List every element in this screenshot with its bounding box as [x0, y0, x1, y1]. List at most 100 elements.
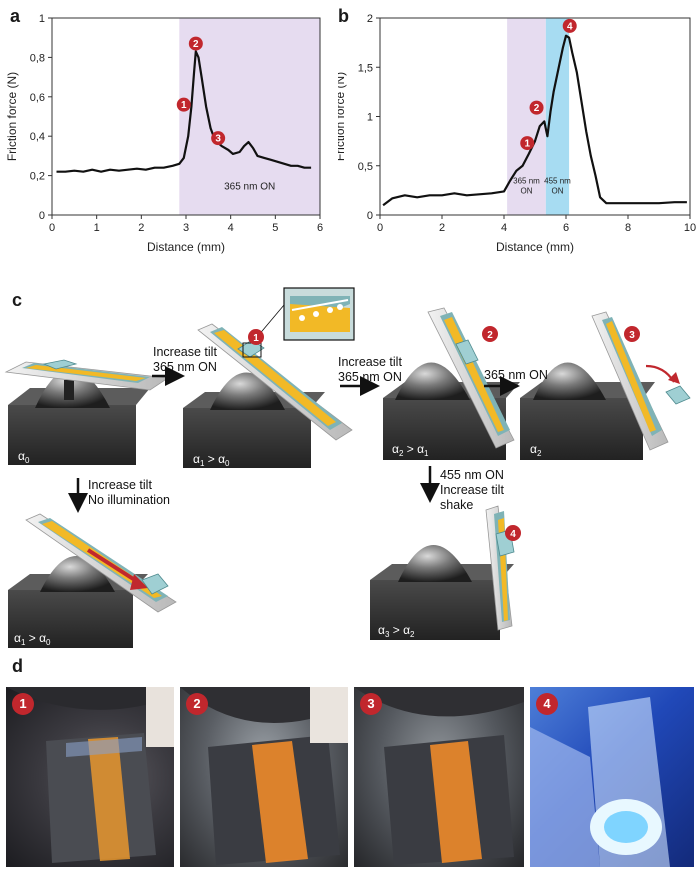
stage-slide-no-light: α1 > α0: [8, 513, 177, 648]
arrow-down1-line2: No illumination: [88, 493, 170, 507]
chart-a-marker-label-3: 3: [215, 134, 221, 145]
chart-a-marker-label-2: 2: [193, 39, 199, 50]
chart-b-marker-circle-2: [529, 100, 544, 115]
arrow-down2-line3: shake: [440, 498, 474, 512]
photo-4: 4: [530, 687, 694, 867]
stage-alpha2-release: α2: [520, 311, 691, 460]
chart-a-xtick-label-5: 5: [272, 222, 278, 234]
chart-b-xtick-label-3: 6: [563, 222, 569, 234]
chart-a-marker-label-1: 1: [181, 100, 187, 111]
stage-alpha3: α3 > α2: [370, 505, 515, 640]
chart-b-ylabel: Friction force (N): [338, 72, 347, 161]
chart-b-region-label-0: 365 nm: [513, 176, 540, 185]
chart-b-xtick-label-5: 10: [684, 222, 696, 234]
arrow-step1-line2: 365 nm ON: [153, 360, 217, 374]
marker-3-diagram: 3: [624, 326, 640, 342]
chart-a-ytick-label-1: 0,2: [30, 171, 45, 183]
panel-letter-b: b: [338, 6, 349, 26]
chart-a-marker-circle-3: [211, 131, 226, 146]
chart-b-region-label-1: 455 nm: [544, 176, 571, 185]
photo-3: 3: [354, 687, 524, 867]
photo-4-marker: 4: [536, 693, 558, 715]
chart-b-ytick-label-4: 2: [367, 13, 373, 25]
chart-a-series-line-0: [56, 50, 312, 173]
stage-alpha0: α0: [4, 359, 170, 465]
svg-text:1: 1: [253, 333, 259, 344]
panel-letter-d: d: [12, 656, 23, 676]
chart-b-marker-circle-1: [520, 136, 535, 151]
arrow-step1-label: Increase tilt 365 nm ON: [153, 345, 217, 375]
chart-a-ytick-label-2: 0,4: [30, 131, 45, 143]
chart-a-ytick-label-4: 0,8: [30, 52, 45, 64]
panel-letter-a: a: [10, 6, 21, 26]
arrow-down2-label: 455 nm ON Increase tilt shake: [440, 468, 504, 513]
chart-b-marker-label-1: 1: [524, 139, 530, 150]
chart-a-marker-circle-1: [176, 97, 191, 112]
chart-b-marker-circle-4: [562, 18, 577, 33]
svg-text:4: 4: [510, 529, 516, 540]
chart-a-xtick-label-6: 6: [317, 222, 323, 234]
chart-b-xtick-label-2: 4: [501, 222, 507, 234]
chart-a-ytick-label-5: 1: [39, 13, 45, 25]
chart-a-xtick-label-4: 4: [228, 222, 234, 234]
chart-a-xtick-label-0: 0: [49, 222, 55, 234]
stage-alpha2-label: α2 > α1: [392, 442, 429, 458]
chart-b-xtick-label-0: 0: [377, 222, 383, 234]
arrow-step1-line1: Increase tilt: [153, 345, 217, 359]
arrow-down1-label: Increase tilt No illumination: [88, 478, 170, 508]
chart-b-region-label-1-on: ON: [551, 186, 563, 195]
svg-text:3: 3: [629, 330, 635, 341]
chart-b-series-line-0: [382, 34, 687, 207]
chart-a-xtick-label-1: 1: [94, 222, 100, 234]
chart-b-ytick-label-3: 1,5: [358, 62, 373, 74]
chart-b-xtick-label-1: 2: [439, 222, 445, 234]
stage-alpha2b-label: α2: [530, 442, 542, 458]
stage-alpha1-label: α1 > α0: [193, 452, 230, 468]
arrow-down2-line1: 455 nm ON: [440, 468, 504, 482]
photo-2-marker: 2: [186, 693, 208, 715]
stage-alpha3-label: α3 > α2: [378, 623, 415, 639]
chart-b-ytick-label-2: 1: [367, 112, 373, 124]
chart-b-xlabel: Distance (mm): [496, 240, 574, 254]
chart-b-xtick-label-4: 8: [625, 222, 631, 234]
chart-a-marker-circle-2: [188, 36, 203, 51]
panel-letter-c: c: [12, 290, 23, 310]
chart-b-ytick-label-0: 0: [367, 210, 373, 222]
stage-slide-label: α1 > α0: [14, 631, 51, 647]
marker-2-diagram: 2: [482, 326, 498, 342]
chart-b-ytick-label-1: 0,5: [358, 161, 373, 173]
chart-a-ytick-label-3: 0,6: [30, 92, 45, 104]
arrow-down1-line1: Increase tilt: [88, 478, 152, 492]
chart-a-xtick-label-3: 3: [183, 222, 189, 234]
marker-4-diagram: 4: [505, 525, 521, 541]
tilt-diagram: α0 α1 > α0 α2 > α1: [4, 287, 691, 648]
chart-a-ylabel: Friction force (N): [5, 72, 19, 161]
chart-a-friction-force: 0 1 2 3 4 5 6 0 0,2 0,4 0,6 0,8 1 Distance (mm) Fricti…: [5, 13, 323, 254]
stage-alpha0-label: α0: [18, 449, 30, 465]
marker-1-diagram: 1: [248, 329, 264, 345]
svg-text:2: 2: [487, 330, 493, 341]
chart-a-xlabel: Distance (mm): [147, 240, 225, 254]
arrow-step3-line1: 365 nm ON: [484, 368, 548, 382]
chart-b-region-0: [507, 18, 546, 215]
photo-3-marker: 3: [360, 693, 382, 715]
chart-b-marker-label-4: 4: [567, 21, 573, 32]
chart-a-ytick-label-0: 0: [39, 210, 45, 222]
chart-a-region-0: [179, 18, 320, 215]
chart-b-region-label-0-on: ON: [520, 186, 532, 195]
chart-a-region-label-0: 365 nm ON: [224, 181, 275, 192]
arrow-down2-line2: Increase tilt: [440, 483, 504, 497]
arrow-step2-label: Increase tilt 365 nm ON: [338, 355, 402, 385]
chart-a-xtick-label-2: 2: [138, 222, 144, 234]
stage-alpha1: α1 > α0: [183, 287, 355, 468]
chart-b-region-1: [545, 18, 570, 215]
arrow-step2-line2: 365 nm ON: [338, 370, 402, 384]
chart-b-marker-label-2: 2: [534, 103, 540, 114]
stage-alpha2: α2 > α1: [383, 307, 520, 460]
arrow-step2-line1: Increase tilt: [338, 355, 402, 369]
photo-1: 1: [6, 687, 174, 867]
photo-1-marker: 1: [12, 693, 34, 715]
arrow-step3-label: 365 nm ON: [484, 368, 548, 383]
chart-b-friction-force: 0 2 4 6 8 10 0 0,5 1 1,5 2 Distance (mm) Friction fo…: [338, 13, 696, 254]
photo-2: 2: [180, 687, 348, 867]
